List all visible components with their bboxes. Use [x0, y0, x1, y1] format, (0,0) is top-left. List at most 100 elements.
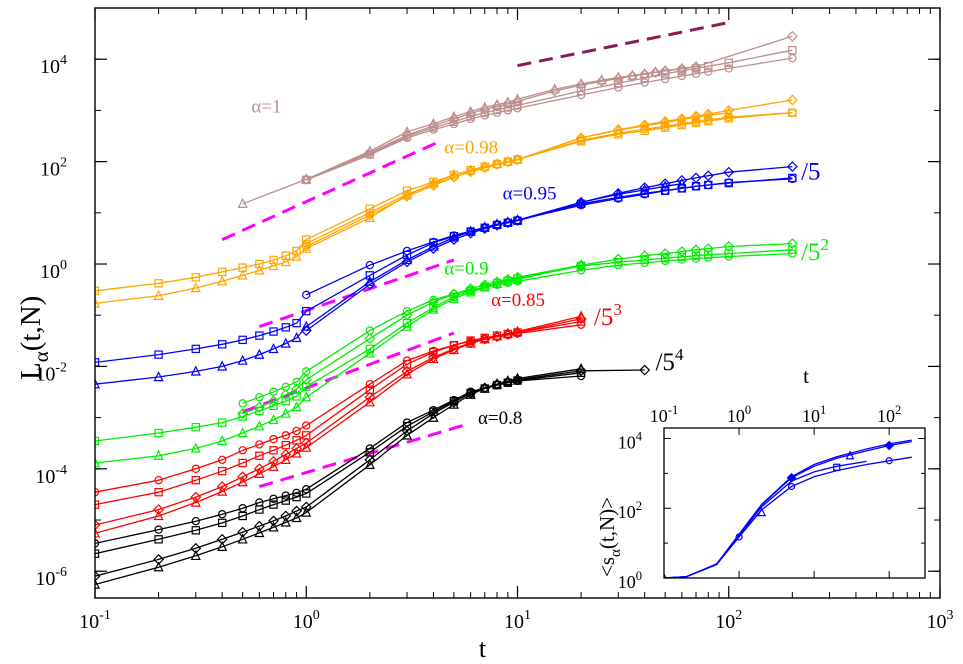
tick-label-exponent: 2	[895, 403, 901, 417]
data-point	[269, 401, 278, 411]
tick-label-base: 10	[504, 611, 524, 633]
data-point	[449, 289, 459, 299]
data-point	[448, 398, 459, 409]
data-point	[216, 533, 228, 545]
scale-factor-label: /53	[594, 300, 622, 331]
data-point	[291, 250, 302, 261]
data-point	[302, 290, 311, 300]
tick-label-exponent: -1	[668, 403, 679, 417]
data-point	[190, 365, 201, 376]
data-point	[237, 533, 248, 544]
data-point	[788, 174, 797, 184]
data-point	[704, 180, 713, 190]
tick-label-base: 10	[715, 611, 735, 633]
data-point	[364, 333, 376, 345]
data-point	[269, 327, 278, 336]
data-point	[723, 241, 735, 252]
data-point	[513, 104, 522, 113]
data-point	[677, 66, 687, 76]
data-point	[427, 243, 439, 255]
data-point	[427, 180, 439, 192]
data-point	[479, 160, 490, 171]
data-point	[502, 217, 514, 229]
data-point	[786, 161, 798, 173]
data-point	[365, 379, 375, 389]
data-point	[691, 251, 701, 260]
data-point	[704, 62, 713, 71]
inset-y-axis-label-subscript: α	[608, 549, 624, 557]
data-point	[268, 342, 279, 354]
data-point	[429, 295, 438, 305]
inset-x-axis-label: t	[803, 364, 809, 388]
data-point	[402, 360, 412, 369]
data-point	[302, 175, 311, 185]
data-point	[639, 364, 651, 376]
data-point	[480, 108, 489, 117]
data-point	[491, 276, 503, 288]
data-point	[190, 282, 201, 293]
data-point	[153, 510, 164, 521]
data-point	[502, 375, 513, 386]
data-point	[724, 112, 733, 122]
data-point	[448, 343, 459, 355]
data-point	[639, 119, 651, 131]
tick-label-exponent: -2	[55, 360, 67, 375]
data-point	[217, 485, 228, 496]
data-point	[255, 440, 264, 449]
data-point	[254, 348, 265, 359]
y-axis-label-suffix: (t,N)	[15, 296, 47, 352]
data-point	[786, 94, 798, 106]
data-point	[254, 420, 265, 431]
data-point	[269, 255, 278, 265]
data-point	[479, 382, 490, 393]
data-point	[300, 374, 312, 386]
data-point	[281, 496, 290, 505]
y-tick-label: 104	[40, 53, 67, 78]
series-label: α=1	[251, 97, 281, 118]
data-point	[237, 526, 249, 538]
tick-label-exponent: 0	[60, 258, 67, 273]
scale-factor-label: /54	[655, 345, 683, 376]
data-point	[153, 553, 165, 565]
data-point	[217, 360, 228, 371]
inset-data-point	[845, 450, 855, 460]
tick-label-base: 10	[40, 261, 60, 283]
data-point	[254, 264, 265, 275]
data-point	[480, 111, 489, 120]
data-point	[401, 190, 413, 202]
inset-y-axis-label-main: <s	[595, 557, 619, 577]
data-point	[300, 501, 312, 513]
x-tick-label: 102	[715, 608, 742, 633]
data-point	[217, 340, 227, 349]
data-point	[95, 527, 101, 538]
inset-x-tick-label: 101	[802, 403, 826, 426]
data-point	[676, 246, 688, 258]
data-point	[95, 457, 101, 468]
data-point	[154, 428, 163, 438]
inset-data-point	[787, 482, 796, 491]
data-point	[640, 258, 649, 268]
data-point	[596, 74, 607, 85]
data-point	[575, 196, 587, 208]
data-point	[291, 447, 302, 458]
data-point	[291, 401, 302, 412]
scale-factor-exponent: 3	[613, 300, 622, 319]
data-point	[300, 241, 312, 252]
data-point	[428, 411, 439, 422]
data-point	[191, 526, 200, 535]
data-point	[448, 171, 460, 183]
data-point	[428, 303, 439, 314]
data-point	[788, 249, 797, 258]
data-point	[704, 115, 713, 125]
data-point	[677, 252, 687, 262]
data-point	[154, 487, 163, 497]
reference-line	[258, 258, 455, 328]
data-point	[301, 441, 312, 452]
data-point	[660, 256, 670, 266]
data-point	[401, 256, 413, 268]
data-point	[280, 453, 291, 465]
data-point	[292, 377, 301, 387]
data-point	[659, 178, 671, 190]
inset-series-line	[664, 456, 912, 578]
data-point	[191, 516, 200, 526]
